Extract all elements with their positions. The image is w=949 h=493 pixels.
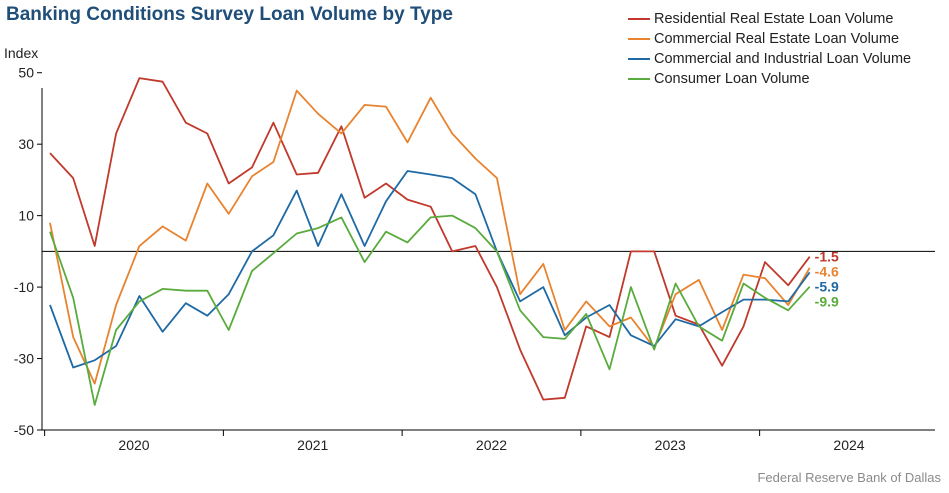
series-line-4 <box>49 214 811 406</box>
x-tick-label: 2021 <box>297 437 328 453</box>
legend-label: Commercial and Industrial Loan Volume <box>654 51 912 67</box>
x-tick-label: 2020 <box>118 437 149 453</box>
series-line-1 <box>49 77 811 401</box>
series-layer <box>49 77 811 406</box>
end-label-1: -1.5 <box>815 249 839 265</box>
end-label-4: -9.9 <box>815 294 839 310</box>
series-line-3 <box>49 170 811 369</box>
x-tick-label: 2023 <box>655 437 686 453</box>
x-tick-label: 2022 <box>476 437 507 453</box>
legend-item-3: Commercial and Industrial Loan Volume <box>628 49 911 69</box>
end-label-3: -5.9 <box>815 279 839 295</box>
chart-title: Banking Conditions Survey Loan Volume by… <box>6 4 453 25</box>
legend-label: Consumer Loan Volume <box>654 71 810 87</box>
legend-swatch <box>628 38 650 40</box>
y-tick-label: 50 <box>18 65 34 81</box>
x-tick-label: 2024 <box>833 437 864 453</box>
legend-item-1: Residential Real Estate Loan Volume <box>628 9 911 29</box>
y-tick-label: -30 <box>14 351 34 367</box>
source-credit: Federal Reserve Bank of Dallas <box>757 470 941 485</box>
legend-swatch <box>628 18 650 20</box>
chart-axes: 50 30 10 -10 -30 -50 Index 2020 2021 2022 2023 2024 <box>4 45 935 453</box>
legend-item-4: Consumer Loan Volume <box>628 69 911 89</box>
legend-swatch <box>628 58 650 60</box>
legend-item-2: Commercial Real Estate Loan Volume <box>628 29 911 49</box>
end-label-2: -4.6 <box>815 264 839 280</box>
y-tick-label: -10 <box>14 279 34 295</box>
y-axis-label: Index <box>4 45 38 61</box>
chart-legend: Residential Real Estate Loan Volume Comme… <box>628 9 911 89</box>
legend-label: Commercial Real Estate Loan Volume <box>654 31 900 47</box>
y-tick-label: -50 <box>14 422 34 438</box>
legend-label: Residential Real Estate Loan Volume <box>654 11 894 27</box>
y-tick-label: 10 <box>18 208 34 224</box>
series-line-2 <box>49 89 811 385</box>
y-tick-label: 30 <box>18 136 34 152</box>
end-labels: -1.5-4.6-5.9-9.9 <box>815 249 839 310</box>
legend-swatch <box>628 78 650 80</box>
